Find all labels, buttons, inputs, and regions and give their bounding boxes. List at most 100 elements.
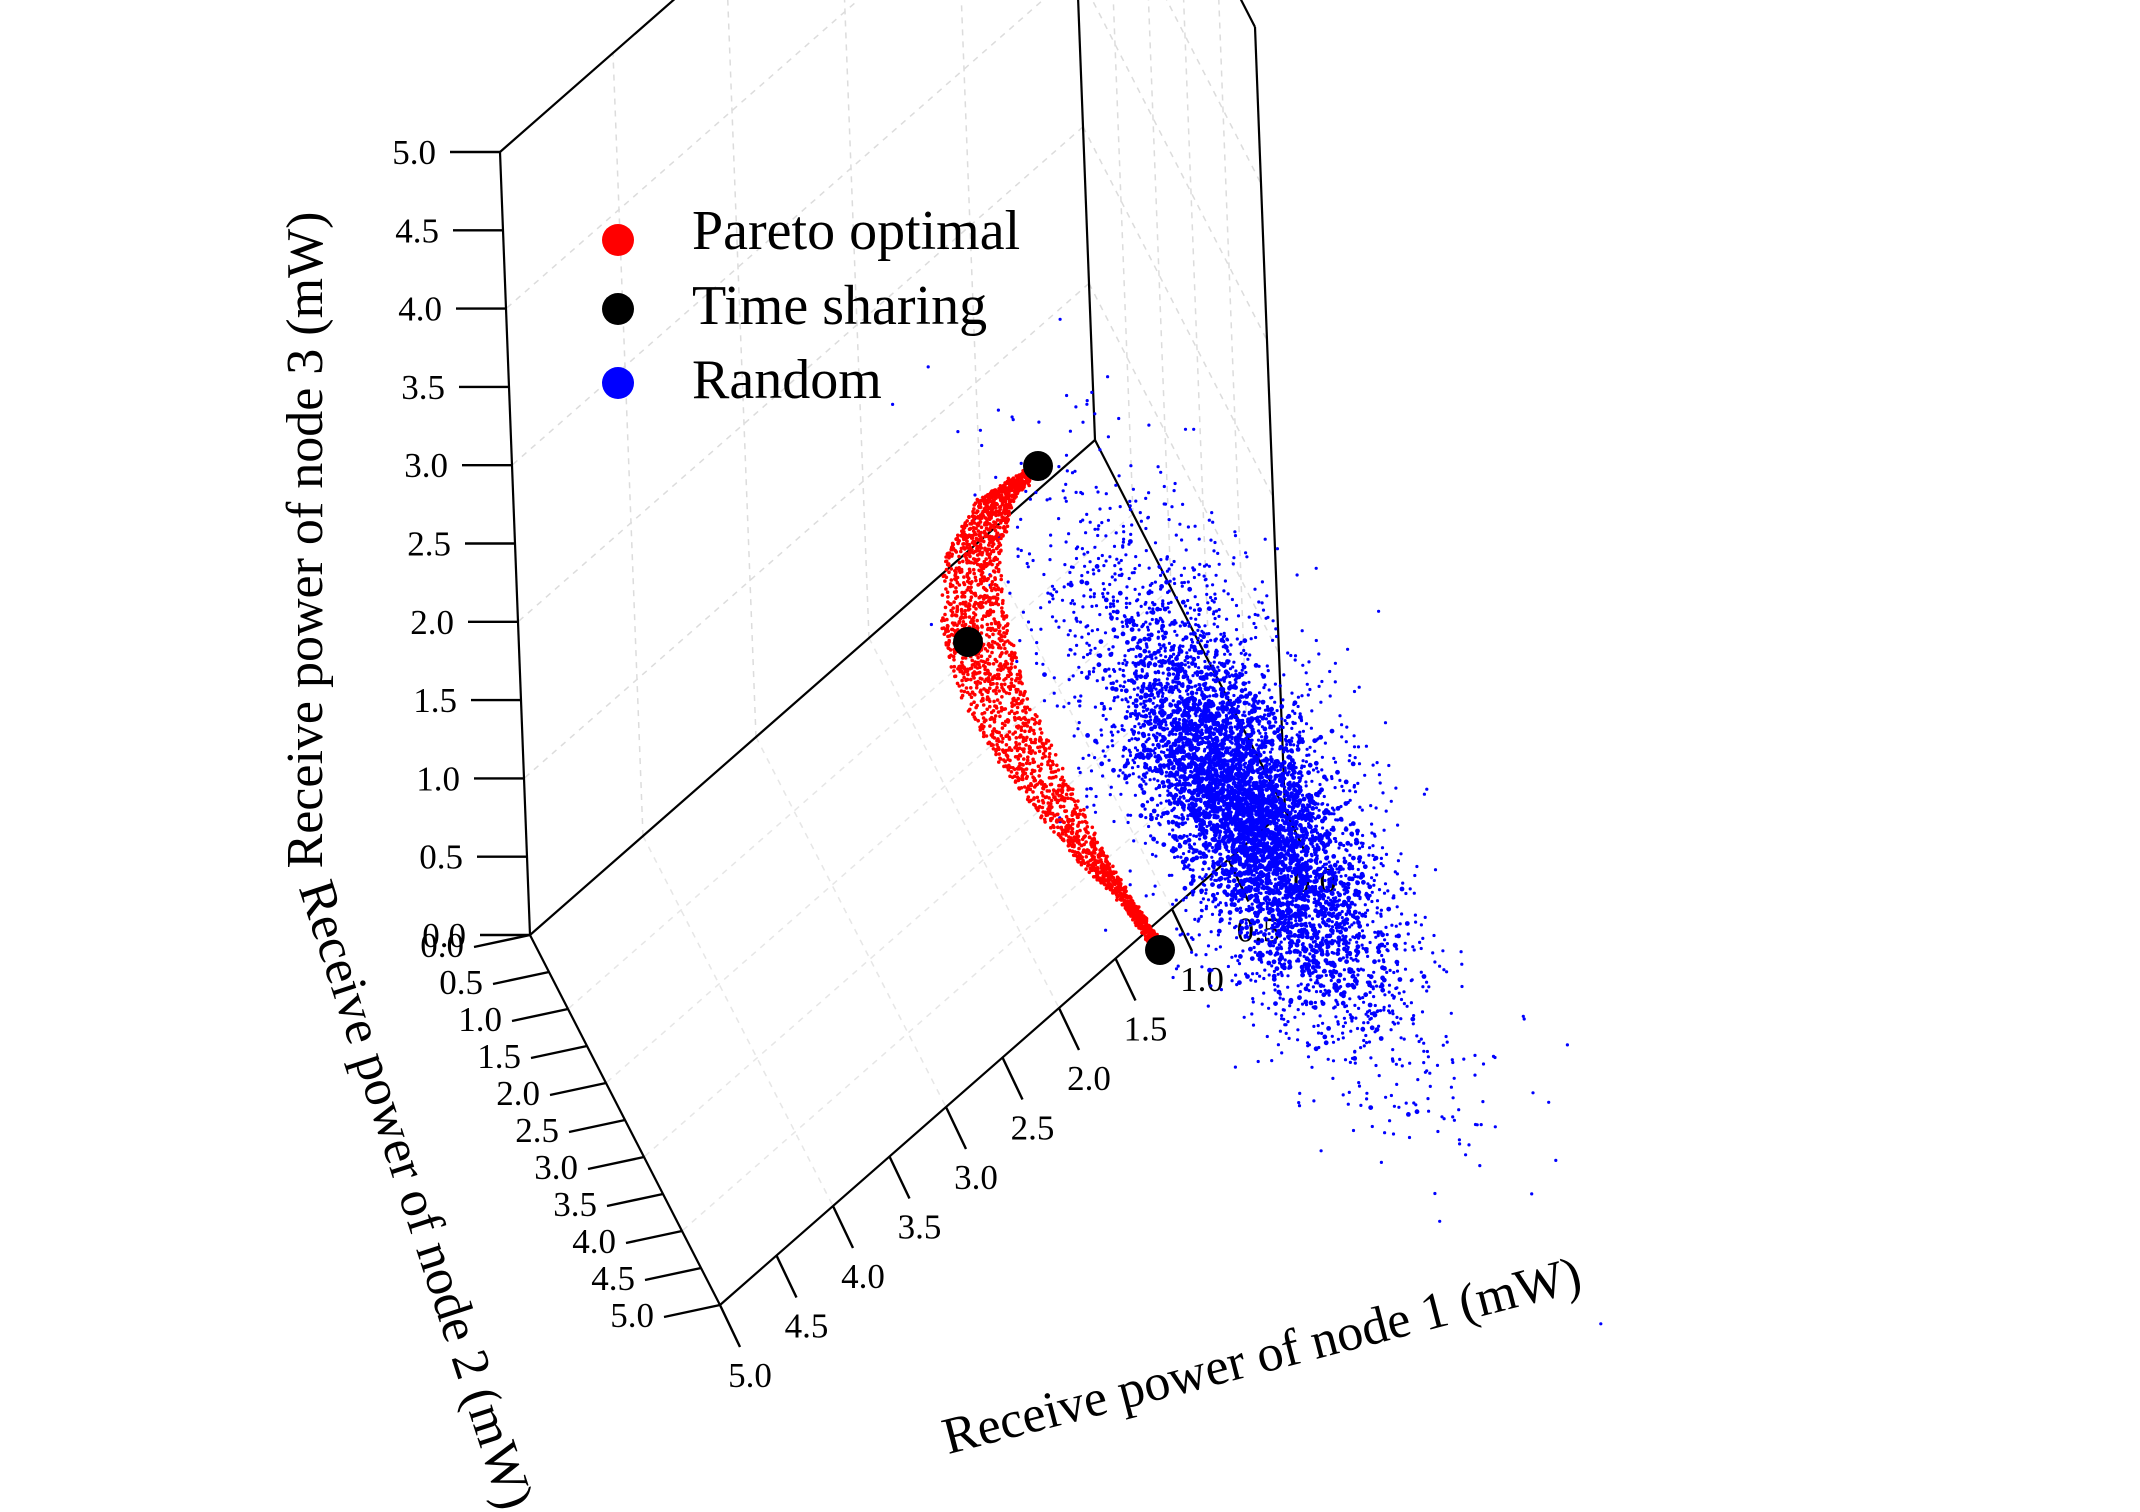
random-point [1330,920,1334,924]
random-point [1313,1000,1317,1005]
random-point [1067,532,1071,536]
random-point [1347,1090,1351,1094]
random-point [1264,895,1270,901]
random-point [1113,572,1117,576]
random-point [1234,907,1240,912]
random-point [1197,607,1202,613]
random-point [1217,608,1221,612]
random-point [1223,579,1227,583]
random-point [1260,699,1266,705]
random-point [1296,984,1300,988]
random-point [1309,874,1313,879]
random-point [956,430,960,434]
random-point [1084,580,1090,586]
random-point [1121,540,1125,544]
random-point [1290,934,1294,938]
random-point [1354,933,1360,939]
random-point [1204,953,1208,957]
random-point [1170,620,1175,626]
random-point [1333,680,1337,684]
random-point [1211,836,1217,842]
random-point [1088,595,1093,599]
random-point [1138,510,1142,515]
random-point [1167,832,1172,836]
random-point [1121,624,1125,629]
random-point [1342,946,1347,952]
random-point [1074,490,1078,494]
random-point [1207,820,1213,826]
random-point [926,365,930,369]
random-point [1085,794,1089,798]
random-point [1293,658,1297,662]
random-point [1186,620,1190,624]
random-point [1362,864,1368,870]
random-point [1217,562,1221,566]
random-point [1547,1100,1551,1104]
random-point [1143,762,1149,768]
random-point [1084,531,1088,535]
random-point [1251,972,1255,976]
random-point [1197,573,1201,577]
random-point [1085,641,1089,645]
random-point [1086,550,1090,554]
random-point [1052,691,1056,695]
random-point [1388,1011,1392,1015]
random-point [1263,713,1267,717]
random-point [1340,1000,1346,1006]
random-point [1101,592,1105,596]
random-point [1361,996,1365,1000]
random-point [1035,641,1039,645]
random-point [1384,925,1388,930]
random-point [1098,613,1102,617]
random-point [1216,551,1220,556]
random-point [1370,876,1374,880]
random-point [1064,499,1068,503]
random-point [1091,670,1096,674]
random-point [1377,888,1382,892]
random-point [1381,864,1385,868]
random-point [1144,620,1148,624]
random-point [1129,464,1133,468]
random-point [1166,601,1171,606]
random-point [1161,644,1165,648]
random-point [1108,707,1112,711]
random-point [1265,827,1270,833]
random-point [1272,794,1277,800]
random-point [1112,604,1116,608]
grid-line [1182,0,1210,663]
random-point [1358,805,1362,809]
random-point [1370,1124,1374,1129]
random-point [1111,627,1117,633]
random-point [1452,1118,1456,1122]
random-point [1172,577,1176,581]
random-point [1212,622,1216,626]
random-point [1347,865,1353,871]
random-point [1264,731,1268,736]
random-point [1395,986,1399,990]
random-point [1411,1022,1415,1026]
random-point [1272,715,1278,721]
random-point [1362,1021,1366,1025]
random-point [1144,816,1148,820]
random-point [1249,978,1253,982]
random-point [1200,877,1204,881]
random-point [1457,1108,1461,1112]
random-point [1388,968,1392,973]
random-point [1173,855,1177,860]
y-tick [568,1118,626,1134]
grid-line [642,835,834,1207]
random-point [1049,544,1053,548]
random-point [1071,565,1075,569]
random-point [1099,728,1103,732]
random-point [1391,1009,1395,1013]
random-point [1196,640,1200,645]
random-point [1050,584,1055,588]
random-point [1313,749,1317,753]
random-point [1232,556,1236,560]
random-point [1119,558,1123,563]
random-point [1144,642,1148,646]
random-point [1111,610,1115,614]
random-point [1159,584,1164,589]
random-point [1291,896,1295,900]
random-point [1228,715,1234,720]
